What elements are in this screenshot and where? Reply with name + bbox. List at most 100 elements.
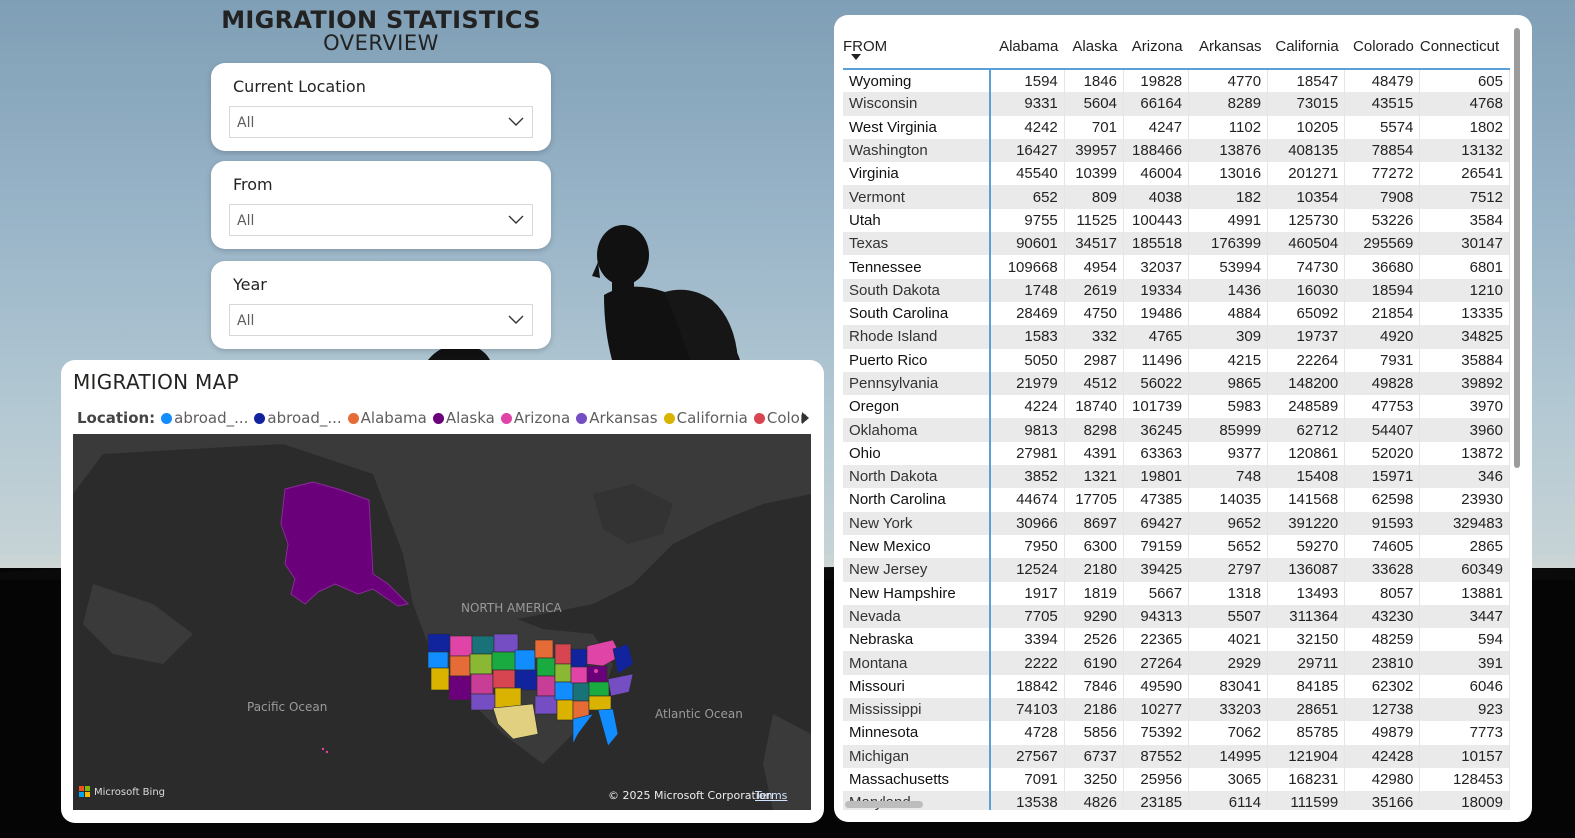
- legend-item[interactable]: Arizona: [500, 409, 570, 427]
- legend-item[interactable]: abroad_...: [254, 409, 342, 427]
- table-cell: 460504: [1267, 232, 1346, 256]
- table-cell: 91593: [1344, 511, 1421, 535]
- report-title: MIGRATION STATISTICS: [221, 6, 541, 34]
- table-cell: 4768: [1419, 92, 1510, 116]
- migration-table-viewport[interactable]: FROM Alabama Alaska Arizona Arkansas Cal…: [843, 25, 1510, 810]
- table-row: Massachusetts 7091 3250 25956 3065 168231 4298…: [843, 767, 1510, 792]
- table-cell: 701: [1064, 115, 1124, 139]
- table-cell: 5983: [1188, 395, 1269, 419]
- legend-item[interactable]: Arkansas: [576, 409, 658, 427]
- row-header-state: Vermont: [843, 185, 992, 209]
- column-header[interactable]: Colorado: [1344, 25, 1420, 70]
- legend-item[interactable]: abroad_...: [161, 409, 248, 427]
- table-cell: 6737: [1064, 744, 1124, 768]
- map-canvas[interactable]: NORTH AMERICA Pacific Ocean Atlantic Oce…: [73, 434, 811, 810]
- table-cell: 16427: [990, 138, 1065, 163]
- table-cell: 809: [1064, 185, 1124, 209]
- table-cell: 75392: [1123, 721, 1190, 745]
- table-cell: 62302: [1344, 674, 1421, 699]
- table-cell: 141568: [1267, 488, 1346, 512]
- legend-item[interactable]: California: [663, 409, 748, 427]
- table-cell: 594: [1419, 628, 1510, 652]
- table-cell: 4750: [1064, 301, 1124, 326]
- map-label-north-america: NORTH AMERICA: [461, 601, 562, 615]
- table-cell: 9813: [990, 418, 1065, 442]
- vertical-scrollbar[interactable]: [1514, 28, 1520, 468]
- table-cell: 120861: [1267, 441, 1346, 466]
- table-cell: 12738: [1344, 698, 1421, 722]
- table-cell: 201271: [1267, 162, 1346, 186]
- table-cell: 8057: [1344, 581, 1421, 605]
- legend-item[interactable]: Colorado: [753, 409, 807, 427]
- column-header[interactable]: Connecticut: [1419, 25, 1510, 70]
- table-cell: 56022: [1123, 371, 1190, 396]
- map-graphic: [73, 434, 811, 810]
- column-header[interactable]: Arkansas: [1188, 25, 1268, 70]
- table-cell: 36680: [1344, 255, 1421, 279]
- legend-item-label: California: [676, 409, 748, 427]
- row-header-state: Minnesota: [843, 721, 992, 745]
- table-cell: 63363: [1123, 441, 1190, 466]
- table-cell: 23810: [1344, 651, 1421, 675]
- table-row: Missouri 18842 7846 49590 83041 84185 62302 604…: [843, 674, 1510, 699]
- table-cell: 62712: [1267, 418, 1346, 442]
- table-cell: 2526: [1064, 628, 1124, 652]
- column-header-from[interactable]: FROM: [843, 25, 991, 70]
- table-row: Maryland13538482623185611411159935166180…: [843, 791, 1510, 810]
- table-cell: 4224: [990, 395, 1065, 419]
- horizontal-scrollbar[interactable]: [845, 801, 923, 808]
- table-row: Washington 16427 39957 188466 13876 408135 788…: [843, 138, 1510, 163]
- column-header[interactable]: Alabama: [990, 25, 1065, 70]
- table-cell: 3447: [1419, 604, 1510, 629]
- table-cell: 1321: [1064, 465, 1124, 489]
- table-cell: 4991: [1188, 208, 1269, 233]
- legend-item-label: Colorado: [766, 409, 807, 427]
- sort-down-icon[interactable]: [851, 54, 861, 60]
- table-cell: 74103: [990, 698, 1065, 722]
- legend-next-arrow-icon[interactable]: [802, 412, 809, 424]
- table-row: Mississippi 74103 2186 10277 33203 28651 12738…: [843, 698, 1510, 722]
- row-header-state: Nebraska: [843, 628, 992, 652]
- year-dropdown[interactable]: All: [229, 304, 533, 336]
- table-cell: 7512: [1419, 185, 1510, 209]
- column-header[interactable]: Alaska: [1064, 25, 1124, 70]
- table-cell: 23930: [1419, 488, 1510, 512]
- row-header-state: Ohio: [843, 441, 992, 466]
- table-cell: 48259: [1344, 628, 1421, 652]
- table-cell: 46004: [1123, 162, 1190, 186]
- table-row: New Mexico 7950 6300 79159 5652 59270 74605 286…: [843, 534, 1510, 559]
- bing-logo: Microsoft Bing: [79, 786, 165, 798]
- column-header[interactable]: California: [1267, 25, 1345, 70]
- table-cell: 84185: [1267, 674, 1346, 699]
- legend-item[interactable]: Alaska: [432, 409, 495, 427]
- table-cell: 15971: [1344, 465, 1421, 489]
- from-dropdown[interactable]: All: [229, 204, 533, 236]
- report-subtitle: OVERVIEW: [323, 31, 439, 55]
- table-cell: 6801: [1419, 255, 1510, 279]
- table-cell: 45540: [990, 162, 1065, 186]
- table-cell: 168231: [1267, 767, 1346, 792]
- table-cell: 2186: [1064, 698, 1124, 722]
- current-location-dropdown[interactable]: All: [229, 106, 533, 138]
- table-cell: 66164: [1123, 92, 1190, 116]
- table-cell: 1846: [1064, 69, 1124, 93]
- slicer-year: Year All: [211, 261, 551, 349]
- legend-item-label: abroad_...: [267, 409, 342, 427]
- table-cell: 42980: [1344, 767, 1421, 792]
- dropdown-value: All: [237, 115, 255, 131]
- legend-item[interactable]: Alabama: [347, 409, 427, 427]
- table-cell: 29711: [1267, 651, 1346, 675]
- table-cell: 923: [1419, 698, 1510, 722]
- table-cell: 9377: [1188, 441, 1269, 466]
- table-cell: 4728: [990, 721, 1065, 745]
- row-header-state: Utah: [843, 208, 992, 233]
- table-cell: 8298: [1064, 418, 1124, 442]
- column-header[interactable]: Arizona: [1123, 25, 1189, 70]
- map-terms-link[interactable]: Terms: [755, 789, 788, 802]
- row-header-state: Michigan: [843, 744, 992, 768]
- chevron-down-icon: [508, 117, 524, 126]
- table-cell: 4954: [1064, 255, 1124, 279]
- table-cell: 1748: [990, 278, 1065, 302]
- table-cell: 1102: [1188, 115, 1269, 139]
- table-cell: 329483: [1419, 511, 1510, 535]
